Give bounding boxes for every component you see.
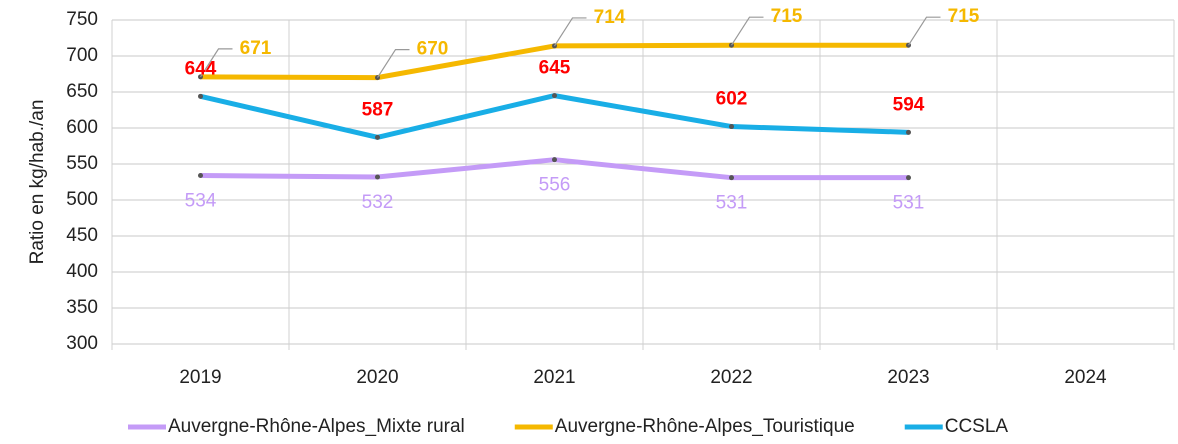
legend-label: Auvergne-Rhône-Alpes_Touristique bbox=[555, 416, 855, 437]
y-tick-label: 650 bbox=[66, 81, 98, 102]
point bbox=[906, 175, 911, 181]
x-tick-label: 2022 bbox=[710, 367, 752, 388]
series-line bbox=[199, 93, 909, 140]
data-label: 670 bbox=[417, 39, 449, 60]
y-axis-label: Ratio en kg/hab./an bbox=[27, 100, 48, 265]
data-label: 534 bbox=[185, 191, 217, 212]
point bbox=[375, 174, 380, 180]
data-label: 587 bbox=[362, 99, 394, 120]
data-label: 531 bbox=[716, 193, 748, 214]
x-tick-label: 2024 bbox=[1064, 367, 1107, 388]
y-tick-label: 450 bbox=[66, 225, 98, 246]
data-label: 531 bbox=[893, 193, 925, 214]
legend-label: CCSLA bbox=[945, 416, 1009, 437]
data-label: 602 bbox=[716, 89, 748, 110]
x-tick-label: 2021 bbox=[533, 367, 575, 388]
leader-line bbox=[376, 49, 410, 78]
x-tick-label: 2023 bbox=[887, 367, 929, 388]
data-label: 532 bbox=[362, 192, 394, 213]
point bbox=[552, 93, 557, 99]
point bbox=[375, 134, 380, 140]
point bbox=[729, 124, 734, 130]
data-label: 644 bbox=[185, 58, 217, 79]
leader-line bbox=[730, 16, 764, 46]
x-tick-label: 2020 bbox=[356, 367, 398, 388]
data-label: 671 bbox=[240, 38, 272, 59]
point bbox=[906, 129, 911, 135]
data-label: 714 bbox=[594, 7, 626, 28]
point bbox=[198, 173, 203, 179]
y-tick-label: 600 bbox=[66, 117, 98, 138]
y-tick-label: 550 bbox=[66, 153, 98, 174]
x-tick-label: 2019 bbox=[179, 367, 221, 388]
data-label: 715 bbox=[771, 6, 803, 27]
legend-label: Auvergne-Rhône-Alpes_Mixte rural bbox=[168, 416, 465, 437]
y-tick-label: 300 bbox=[66, 333, 98, 354]
point bbox=[552, 157, 557, 163]
y-tick-label: 750 bbox=[66, 9, 98, 30]
y-tick-label: 700 bbox=[66, 45, 98, 66]
y-tick-label: 350 bbox=[66, 297, 98, 318]
data-label: 556 bbox=[539, 175, 571, 196]
leader-line bbox=[199, 48, 233, 78]
point bbox=[198, 93, 203, 99]
leader-line bbox=[907, 16, 941, 46]
data-label: 715 bbox=[948, 6, 980, 27]
point bbox=[729, 175, 734, 181]
y-tick-label: 400 bbox=[66, 261, 98, 282]
leader-line bbox=[553, 17, 587, 47]
data-label: 594 bbox=[893, 94, 925, 115]
data-label: 645 bbox=[539, 58, 571, 79]
y-tick-label: 500 bbox=[66, 189, 98, 210]
